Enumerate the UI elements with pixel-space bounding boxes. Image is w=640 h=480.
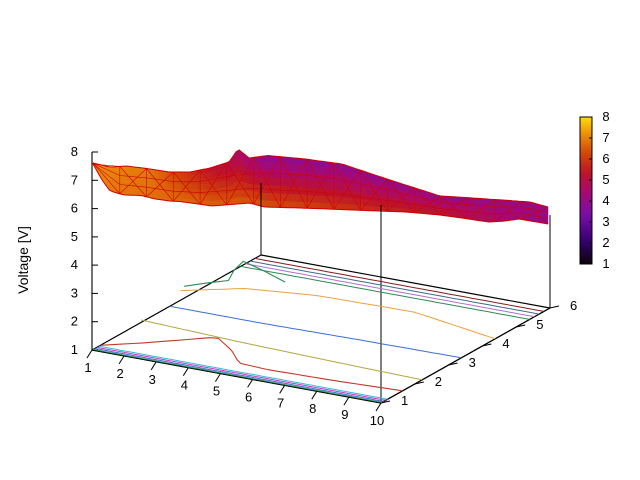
svg-text:6: 6: [570, 298, 577, 313]
svg-text:8: 8: [602, 109, 609, 124]
svg-text:3: 3: [469, 355, 476, 370]
svg-text:3: 3: [71, 285, 78, 300]
svg-text:6: 6: [602, 151, 609, 166]
svg-text:5: 5: [536, 317, 543, 332]
svg-text:Voltage [V]: Voltage [V]: [15, 226, 31, 294]
svg-text:8: 8: [309, 401, 316, 416]
svg-text:9: 9: [341, 407, 348, 422]
svg-text:6: 6: [245, 389, 252, 404]
svg-text:1: 1: [401, 393, 408, 408]
svg-text:2: 2: [435, 374, 442, 389]
svg-text:2: 2: [602, 235, 609, 250]
svg-text:4: 4: [502, 336, 509, 351]
svg-text:2: 2: [71, 314, 78, 329]
svg-text:5: 5: [71, 229, 78, 244]
svg-text:7: 7: [602, 130, 609, 145]
svg-text:4: 4: [181, 378, 188, 393]
svg-text:3: 3: [602, 214, 609, 229]
svg-text:4: 4: [602, 193, 609, 208]
svg-text:5: 5: [213, 384, 220, 399]
svg-text:2: 2: [116, 366, 123, 381]
svg-text:10: 10: [370, 413, 384, 428]
svg-text:1: 1: [84, 360, 91, 375]
svg-text:7: 7: [71, 172, 78, 187]
svg-text:8: 8: [71, 144, 78, 159]
svg-text:1: 1: [602, 256, 609, 271]
svg-text:1: 1: [71, 342, 78, 357]
svg-text:4: 4: [71, 257, 78, 272]
svg-text:7: 7: [277, 395, 284, 410]
svg-text:3: 3: [149, 372, 156, 387]
svg-text:5: 5: [602, 172, 609, 187]
svg-text:6: 6: [71, 201, 78, 216]
